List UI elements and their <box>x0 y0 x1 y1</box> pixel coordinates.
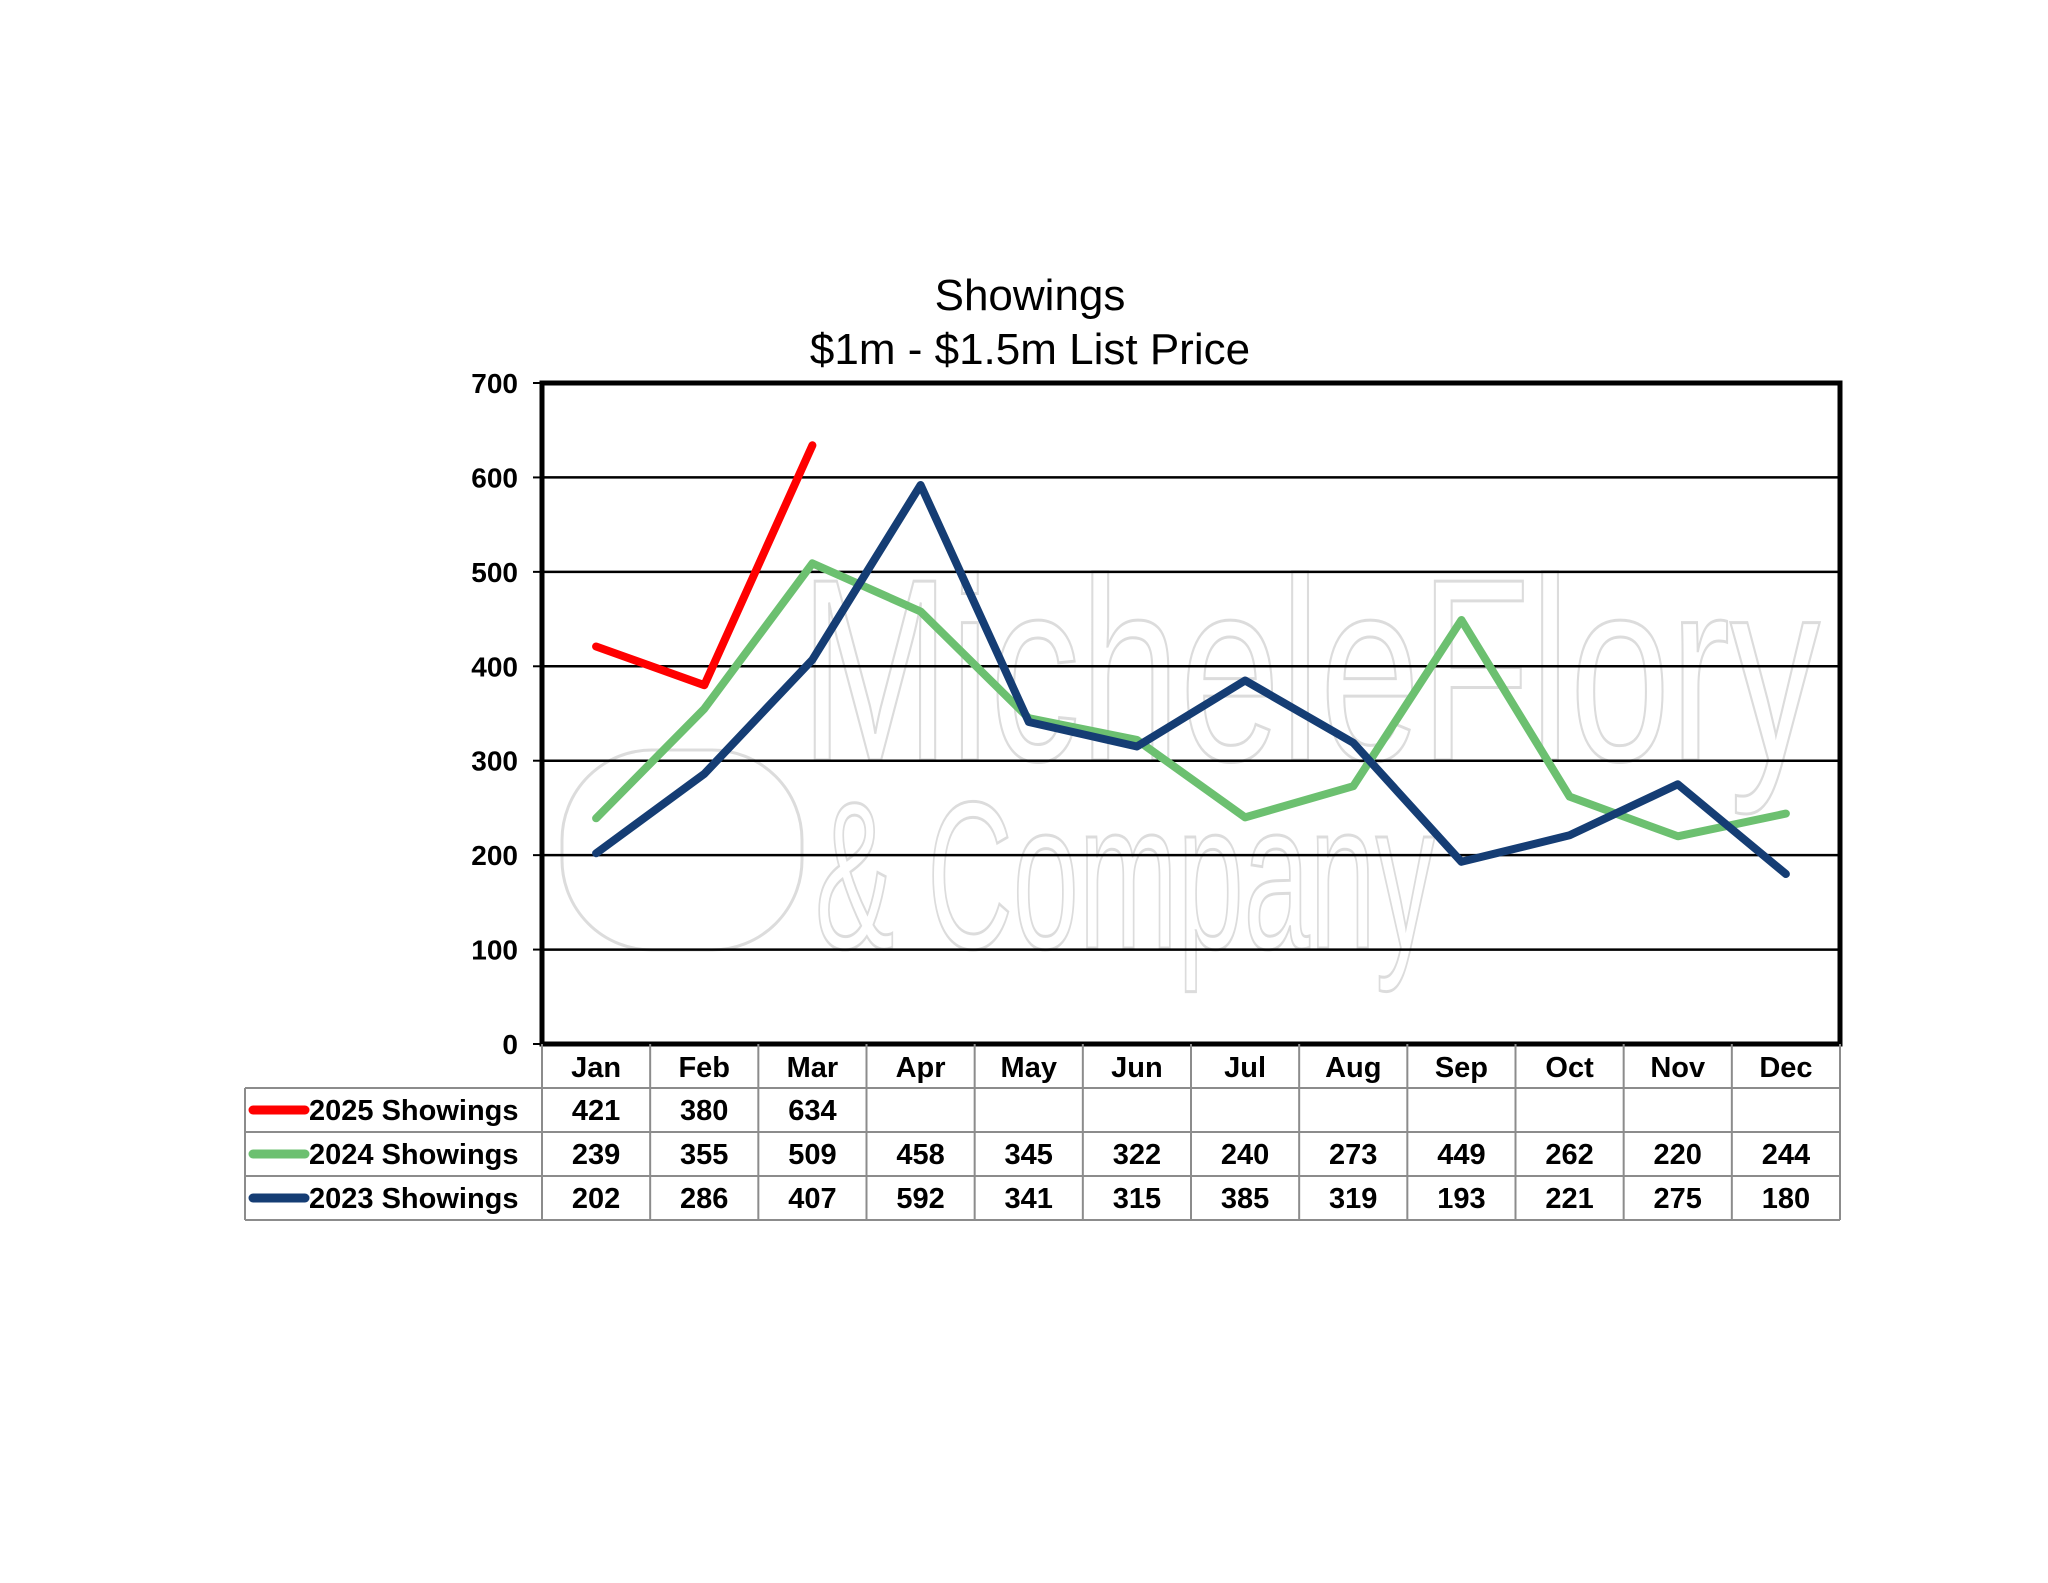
y-tick-label: 200 <box>471 840 518 871</box>
data-label: 355 <box>680 1139 728 1171</box>
y-tick-label: 400 <box>471 651 518 682</box>
data-label: 407 <box>788 1183 836 1215</box>
x-category-label: May <box>1001 1052 1057 1084</box>
x-category-label: Feb <box>678 1052 730 1084</box>
y-axis-ticks: 0 100 200 300 400 500 600 700 <box>471 368 542 1060</box>
chart-title: Showings <box>935 271 1126 320</box>
series-line-2 <box>592 481 1790 878</box>
data-label: 592 <box>896 1183 944 1215</box>
series-line-1 <box>592 559 1790 841</box>
data-label: 286 <box>680 1183 728 1215</box>
data-label: 244 <box>1762 1139 1810 1171</box>
data-label: 262 <box>1545 1139 1593 1171</box>
gridlines <box>539 380 1843 1047</box>
y-tick-label: 700 <box>471 368 518 399</box>
data-label: 315 <box>1113 1183 1161 1215</box>
data-label: 380 <box>680 1095 728 1127</box>
data-label: 240 <box>1221 1139 1269 1171</box>
watermark-text-line1: MicheleFlory <box>800 526 1820 817</box>
data-label: 202 <box>572 1183 620 1215</box>
data-label: 193 <box>1437 1183 1485 1215</box>
chart-subtitle: $1m - $1.5m List Price <box>810 325 1250 374</box>
data-table: Jan Feb Mar Apr May Jun Jul Aug Sep Oct Nov Dec2025… <box>244 1044 1841 1221</box>
x-category-label: Jun <box>1111 1052 1163 1084</box>
data-label: 458 <box>896 1139 944 1171</box>
series-lines <box>592 441 1790 878</box>
data-label: 180 <box>1762 1183 1810 1215</box>
data-label: 319 <box>1329 1183 1377 1215</box>
x-category-label: Nov <box>1650 1052 1705 1084</box>
x-category-label: Aug <box>1325 1052 1381 1084</box>
y-tick-label: 600 <box>471 462 518 493</box>
y-tick-label: 500 <box>471 557 518 588</box>
data-label: 385 <box>1221 1183 1269 1215</box>
x-category-label: Apr <box>896 1052 946 1084</box>
x-category-label: Sep <box>1435 1052 1488 1084</box>
x-category-label: Dec <box>1759 1052 1812 1084</box>
data-label: 421 <box>572 1095 620 1127</box>
data-label: 345 <box>1005 1139 1053 1171</box>
x-category-label: Jul <box>1224 1052 1266 1084</box>
data-label: 509 <box>788 1139 836 1171</box>
data-label: 634 <box>788 1095 836 1127</box>
data-label: 220 <box>1654 1139 1702 1171</box>
x-category-label: Jan <box>571 1052 621 1084</box>
data-label: 275 <box>1654 1183 1702 1215</box>
data-label: 239 <box>572 1139 620 1171</box>
data-label: 449 <box>1437 1139 1485 1171</box>
legend-series-name: 2024 Showings <box>309 1139 519 1171</box>
data-label: 322 <box>1113 1139 1161 1171</box>
x-category-label: Mar <box>787 1052 839 1084</box>
data-label: 273 <box>1329 1139 1377 1171</box>
legend-series-name: 2023 Showings <box>309 1183 519 1215</box>
y-tick-label: 0 <box>502 1029 518 1060</box>
data-label: 341 <box>1005 1183 1053 1215</box>
legend-series-name: 2025 Showings <box>309 1095 519 1127</box>
series-line-0 <box>592 441 817 690</box>
x-category-label: Oct <box>1545 1052 1594 1084</box>
data-label: 221 <box>1545 1183 1593 1215</box>
y-tick-label: 100 <box>471 935 518 966</box>
y-tick-label: 300 <box>471 746 518 777</box>
